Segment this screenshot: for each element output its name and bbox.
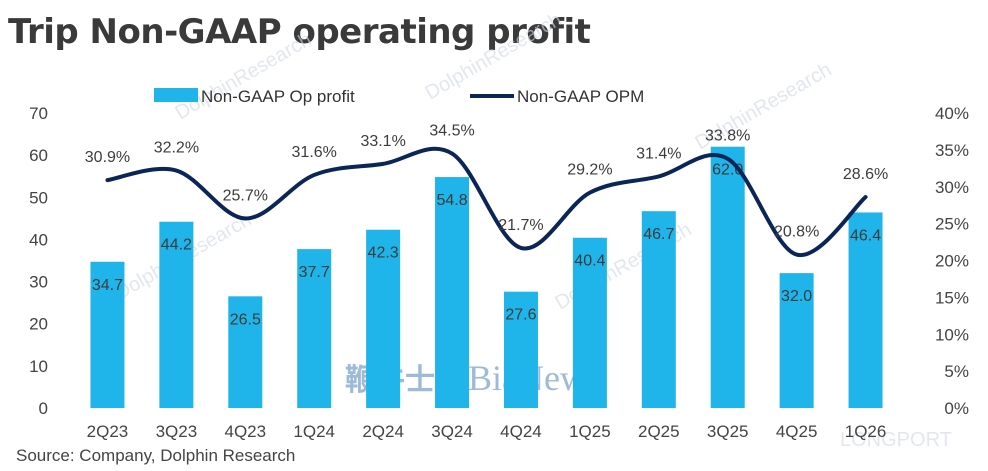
line-label-4Q24: 21.7%	[498, 217, 543, 234]
bar-label-1Q25: 40.4	[574, 253, 605, 270]
y-right-tick-15pct: 15%	[935, 288, 969, 307]
bar-series	[90, 146, 883, 408]
y-left-tick-10: 10	[29, 357, 48, 376]
line-series	[105, 146, 868, 257]
y-right-tick-10pct: 10%	[935, 325, 969, 344]
bar-label-2Q23: 34.7	[92, 277, 123, 294]
line-label-1Q25: 29.2%	[567, 162, 612, 179]
x-tick-4Q24: 4Q24	[500, 422, 542, 441]
y-right-tick-0pct: 0%	[944, 399, 969, 418]
line-label-2Q25: 31.4%	[636, 145, 681, 162]
bar-label-4Q23: 26.5	[230, 311, 261, 328]
watermark-corner: LONGPORT	[840, 429, 952, 451]
x-tick-4Q23: 4Q23	[224, 422, 266, 441]
y-left-tick-70: 70	[29, 104, 48, 123]
y-right-tick-40pct: 40%	[935, 104, 969, 123]
line-label-3Q23: 32.2%	[154, 140, 199, 157]
line-label-4Q23: 25.7%	[223, 187, 268, 204]
bar-label-3Q23: 44.2	[161, 237, 192, 254]
watermark-dolphin-0: DolphinResearch	[172, 29, 316, 125]
legend-bar-swatch	[154, 88, 198, 102]
x-tick-1Q26: 1Q26	[845, 422, 887, 441]
line-label-3Q24: 34.5%	[429, 123, 474, 140]
y-left-tick-0: 0	[39, 399, 48, 418]
chart-title: Trip Non-GAAP operating profit	[8, 12, 591, 52]
line-label-3Q25: 33.8%	[705, 128, 750, 145]
bar-label-4Q24: 27.6	[505, 307, 536, 324]
x-tick-3Q23: 3Q23	[156, 422, 198, 441]
y-right-tick-25pct: 25%	[935, 215, 969, 234]
line-label-1Q24: 31.6%	[292, 144, 337, 161]
y-right-tick-20pct: 20%	[935, 252, 969, 271]
bar-label-2Q24: 42.3	[368, 245, 399, 262]
bar-3Q25	[710, 146, 745, 408]
bar-2Q25	[641, 211, 676, 408]
line-data-labels: 30.9% 32.2% 25.7% 31.6% 33.1% 34.5% 21.7% 29.2%…	[85, 123, 888, 241]
line-label-1Q26: 28.6%	[843, 166, 888, 183]
bar-1Q25	[572, 237, 607, 408]
y-left-tick-20: 20	[29, 315, 48, 334]
y-right-tick-30pct: 30%	[935, 178, 969, 197]
source-note: Source: Company, Dolphin Research	[16, 446, 296, 465]
bar-1Q24	[297, 249, 332, 408]
x-tick-3Q25: 3Q25	[707, 422, 749, 441]
y-left-tick-40: 40	[29, 230, 48, 249]
x-tick-1Q24: 1Q24	[293, 422, 335, 441]
bar-label-2Q25: 46.7	[643, 226, 674, 243]
line-label-4Q25: 20.8%	[774, 224, 819, 241]
line-label-2Q23: 30.9%	[85, 149, 130, 166]
x-tick-2Q24: 2Q24	[362, 422, 404, 441]
bar-2Q24	[366, 229, 401, 408]
bar-label-1Q24: 37.7	[299, 264, 330, 281]
line-label-2Q24: 33.1%	[360, 133, 405, 150]
x-tick-4Q25: 4Q25	[776, 422, 818, 441]
bar-3Q24	[435, 177, 470, 408]
y-right-tick-35pct: 35%	[935, 141, 969, 160]
y-left-tick-50: 50	[29, 188, 48, 207]
y-right-axis: 0% 5% 10% 15% 20% 25% 30% 35% 40%	[935, 104, 969, 418]
bar-label-4Q25: 32.0	[781, 288, 812, 305]
y-left-axis: 0 10 20 30 40 50 60 70	[29, 104, 48, 418]
x-tick-3Q24: 3Q24	[431, 422, 473, 441]
x-tick-2Q25: 2Q25	[638, 422, 680, 441]
bar-1Q26	[848, 212, 883, 408]
x-axis: 2Q23 3Q23 4Q23 1Q24 2Q24 3Q24 4Q24 1Q25 2Q25 3Q25…	[87, 422, 887, 441]
y-right-tick-5pct: 5%	[944, 362, 969, 381]
legend: Non-GAAP Op profit Non-GAAP OPM	[154, 87, 644, 106]
bar-label-1Q26: 46.4	[850, 227, 881, 244]
bar-data-labels: 34.744.226.537.742.354.827.640.446.762.0…	[92, 162, 881, 329]
y-left-tick-30: 30	[29, 273, 48, 292]
bar-4Q24	[503, 291, 538, 408]
y-left-tick-60: 60	[29, 146, 48, 165]
opm-line	[105, 146, 868, 257]
x-tick-2Q23: 2Q23	[87, 422, 129, 441]
bar-label-3Q24: 54.8	[436, 192, 467, 209]
legend-line-label: Non-GAAP OPM	[517, 87, 644, 106]
x-tick-1Q25: 1Q25	[569, 422, 611, 441]
bar-2Q23	[90, 261, 125, 408]
bar-4Q23	[228, 296, 263, 408]
bar-3Q23	[159, 221, 194, 408]
legend-bar-label: Non-GAAP Op profit	[201, 87, 355, 106]
bar-4Q25	[779, 273, 814, 408]
